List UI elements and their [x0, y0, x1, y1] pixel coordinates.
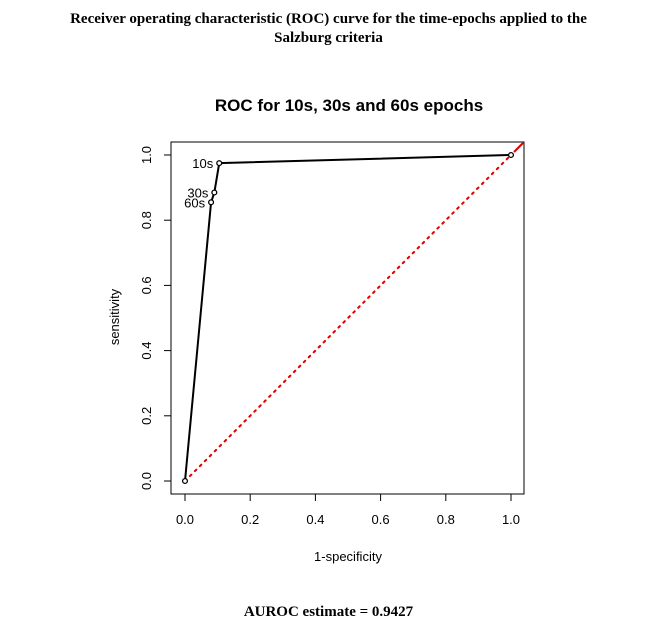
x-axis-label: 1-specificity: [314, 549, 382, 564]
roc-point: [181, 477, 189, 485]
roc-point: [216, 160, 223, 167]
x-tick-label: 0.6: [372, 512, 390, 527]
roc-point-label: 10s: [192, 156, 213, 171]
figure-caption-line1: Receiver operating characteristic (ROC) …: [70, 11, 587, 27]
roc-point-label: 30s: [187, 185, 208, 200]
axes: 0.0 0.2 0.4 0.6 0.8 1.0 0.0 0.2 0.4 0.6 0.8 1.0: [139, 146, 520, 527]
chart-title: ROC for 10s, 30s and 60s epochs: [215, 96, 483, 115]
auroc-estimate: AUROC estimate = 0.9427: [243, 604, 414, 620]
x-tick-label: 0.0: [176, 512, 194, 527]
plot-frame: [170, 141, 525, 495]
y-tick-label: 0.6: [139, 276, 154, 294]
x-tick-label: 0.8: [437, 512, 455, 527]
x-tick-label: 0.2: [241, 512, 259, 527]
roc-point: [507, 151, 515, 159]
y-tick-label: 1.0: [139, 146, 154, 164]
roc-point: [208, 199, 215, 206]
y-tick-label: 0.4: [139, 342, 154, 360]
roc-point-label: 60s: [184, 195, 205, 210]
x-tick-label: 0.4: [306, 512, 324, 527]
y-tick-label: 0.8: [139, 211, 154, 229]
roc-point: [211, 189, 218, 196]
y-tick-label: 0.2: [139, 407, 154, 425]
y-axis-label: sensitivity: [107, 288, 122, 345]
y-tick-label: 0.0: [139, 472, 154, 490]
x-tick-label: 1.0: [502, 512, 520, 527]
reference-diagonal-line: [184, 154, 512, 482]
reference-line-arrow: [513, 142, 524, 153]
figure-caption-line2: Salzburg criteria: [274, 30, 383, 46]
figure-caption: Receiver operating characteristic (ROC) …: [0, 10, 657, 48]
